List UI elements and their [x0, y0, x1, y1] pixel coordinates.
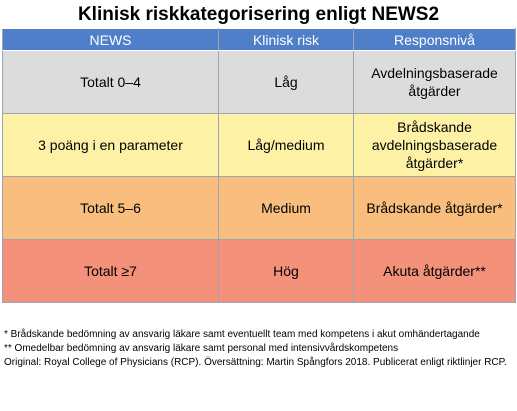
table-row-low: Totalt 0–4 Låg Avdelningsbaserade åtgärd… [2, 50, 516, 114]
cell-clinical-risk: Låg [218, 50, 354, 114]
footnote-urgent: * Brådskande bedömning av ansvarig läkar… [4, 329, 480, 340]
footnote-immediate: ** Omedelbar bedömning av ansvarig läkar… [4, 343, 399, 354]
table-row-high: Totalt ≥7 Hög Akuta åtgärder** [2, 239, 516, 303]
cell-response-level: Brådskande åtgärder* [353, 176, 516, 240]
cell-news-score: Totalt ≥7 [2, 239, 219, 303]
cell-news-score: Totalt 0–4 [2, 50, 219, 114]
cell-clinical-risk: Låg/medium [218, 113, 354, 177]
header-clinical-risk: Klinisk risk [218, 28, 354, 51]
header-news: NEWS [2, 28, 219, 51]
cell-clinical-risk: Hög [218, 239, 354, 303]
header-response-level: Responsnivå [353, 28, 516, 51]
cell-response-level: Akuta åtgärder** [353, 239, 516, 303]
cell-clinical-risk: Medium [218, 176, 354, 240]
cell-news-score: Totalt 5–6 [2, 176, 219, 240]
page-title: Klinisk riskkategorisering enligt NEWS2 [77, 4, 440, 25]
table-row-medium: Totalt 5–6 Medium Brådskande åtgärder* [2, 176, 516, 240]
table-row-low-medium: 3 poäng i en parameter Låg/medium Brådsk… [2, 113, 516, 177]
source-attribution: Original: Royal College of Physicians (R… [4, 357, 507, 368]
news2-risk-table: NEWS Klinisk risk Responsnivå Totalt 0–4… [2, 28, 516, 303]
table-header-row: NEWS Klinisk risk Responsnivå [2, 28, 516, 51]
cell-news-score: 3 poäng i en parameter [2, 113, 219, 177]
cell-response-level: Brådskande avdelningsbaserade åtgärder* [353, 113, 516, 177]
footnotes: * Brådskande bedömning av ansvarig läkar… [4, 328, 514, 370]
cell-response-level: Avdelningsbaserade åtgärder [353, 50, 516, 114]
